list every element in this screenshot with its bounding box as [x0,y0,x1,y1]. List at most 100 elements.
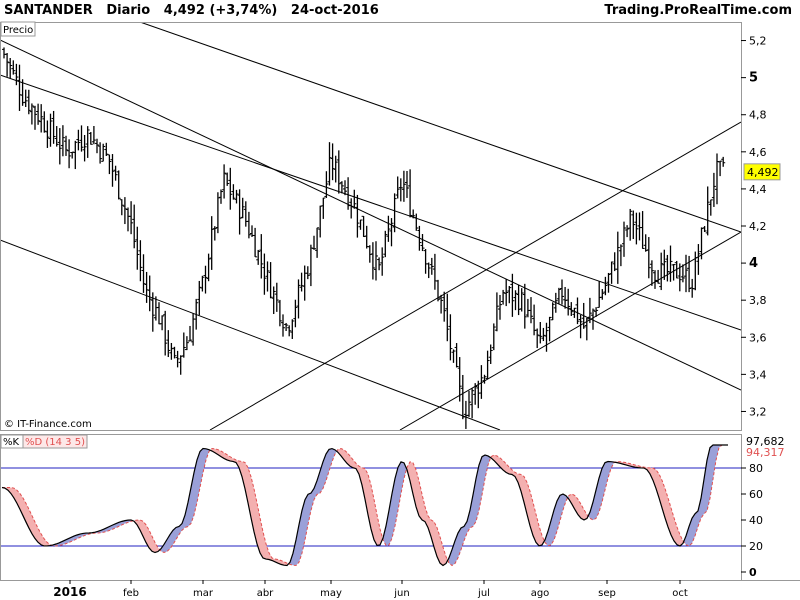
x-tick-label: abr [257,588,274,599]
stoch-fill-up [401,461,404,494]
stoch-fill-down [254,488,257,544]
price-tick-label: 4,2 [749,220,767,233]
stoch-fill-up [398,461,401,511]
price-panel-label: Precio [3,25,33,36]
stoch-fill-down [416,469,419,516]
stoch-fill-down [410,461,413,495]
stoch-tick-label: 80 [749,462,763,475]
stoch-fill-down [650,467,653,481]
stoch-fill-down [569,494,572,505]
last-price-label: 4,492 [747,166,779,179]
stoch-fill-up [602,462,605,503]
stoch-fill-down [260,517,263,559]
stoch-fill-up [185,502,188,528]
stoch-fill-down [368,474,371,529]
stoch-fill-down [380,528,383,545]
watermark-text: © IT-Finance.com [4,419,92,430]
stoch-tick-label: 60 [749,488,763,501]
stoch-fill-up [395,467,398,526]
chart-header: SANTANDER Diario 4,492 (+3,74%) 24-oct-2… [0,0,800,22]
stoch-fill-up [479,456,482,511]
trend-line [0,239,501,430]
stoch-fill-down [437,527,440,564]
stoch-fill-up [455,533,458,564]
stoch-fill-down [155,542,158,553]
stoch-fill-up [206,448,209,460]
x-tick-label: may [320,588,342,599]
trend-line [0,74,741,331]
x-tick-label: ago [531,588,550,599]
stoch-fill-down [44,538,47,546]
stoch-fill-down [263,531,266,560]
stoch-fill-up [296,524,299,566]
stoch-fill-up [554,500,557,540]
stoch-fill-down [440,536,443,566]
stoch-fill-up [461,526,464,550]
k-label: %K [3,437,20,448]
price-tick-label: 4,4 [749,183,767,196]
stoch-fill-up [707,447,710,511]
stoch-fill-down [377,514,380,546]
stoch-tick-label: 20 [749,540,763,553]
stoch-fill-down [677,526,680,546]
stoch-fill-down [668,497,671,535]
stoch-d-line [2,444,728,567]
stoch-fill-up [200,448,203,488]
last-price-box [743,163,781,181]
stoch-fill-up [449,549,452,566]
d-label: %D (14 3 5) [25,437,85,448]
stoch-fill-up [302,499,305,554]
stoch-fill-down [38,528,41,545]
change-value: (+3,74%) [209,3,278,18]
stoch-fill-up [713,445,716,480]
stoch-fill-down [365,468,368,515]
stoch-fill-down [530,491,533,536]
stoch-fill-down [149,530,152,552]
stoch-fill-down [665,488,668,527]
stoch-fill-up [404,462,407,479]
x-tick-label: 2016 [53,585,86,599]
stoch-fill-up [323,454,326,489]
stoch-fill-up [305,494,308,540]
price-label-box [0,21,36,37]
stoch-fill-down [539,525,542,546]
stoch-fill-up [311,488,314,511]
stoch-fill-up [701,479,704,519]
d-value-label: 94,317 [746,446,785,459]
price-tick-label: 3,4 [749,368,767,381]
stoch-fill-down [419,480,422,520]
stoch-fill-down [338,448,341,456]
stoch-fill-up [164,539,167,553]
stoch-fill-down [29,509,32,534]
stoch-fill-up [386,510,389,546]
stoch-fill-down [443,547,446,566]
period-name: Diario [106,3,151,18]
stoch-fill-down [509,466,512,475]
date-value: 24-oct-2016 [290,3,379,18]
stoch-fill-up [599,468,602,513]
stoch-fill-down [146,524,149,548]
stoch-fill-down [347,452,350,467]
stoch-tick-label: 0 [749,566,757,579]
stoch-fill-up [563,494,566,510]
stoch-fill-up [695,510,698,536]
price-tick-label: 4 [749,256,758,271]
trend-line [209,121,741,430]
brand-link[interactable]: Trading.ProRealTime.com [604,3,792,18]
stoch-fill-up [176,526,179,540]
stoch-fill-down [536,514,539,546]
stoch-fill-up [473,478,476,527]
stoch-fill-up [329,448,332,472]
stoch-fill-down [584,509,587,520]
stoch-fill-down [518,473,521,492]
stoch-fill-up [710,445,713,499]
stoch-fill-down [581,504,584,520]
price-tick-label: 3,6 [749,331,767,344]
price-tick-label: 4,8 [749,109,767,122]
stoch-fill-up [686,526,689,546]
stoch-fill-down [578,499,581,519]
stoch-fill-up [188,487,191,527]
stoch-fill-down [41,533,44,546]
stoch-fill-up [470,494,473,528]
